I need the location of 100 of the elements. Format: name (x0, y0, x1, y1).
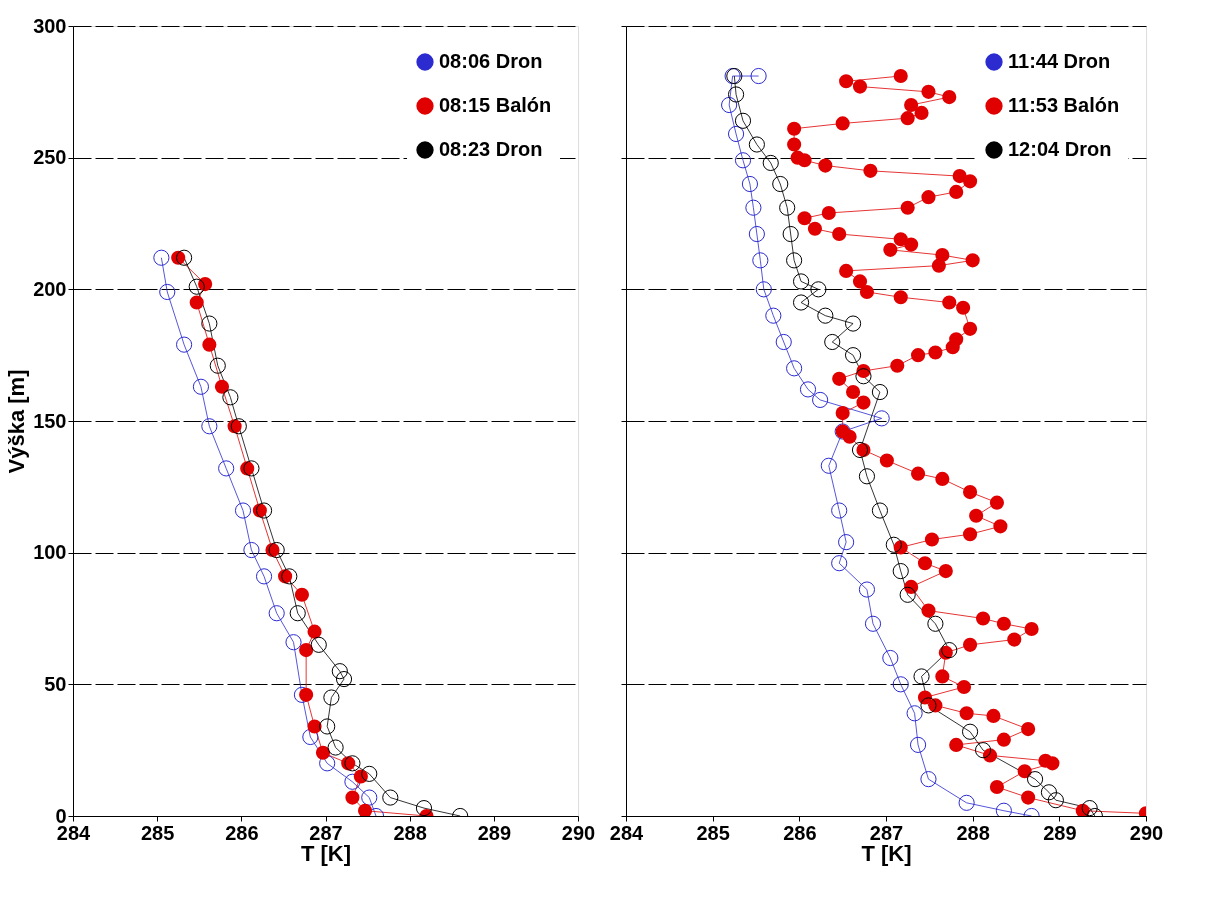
point (961, 723, 979, 740)
point (820, 457, 837, 474)
point (864, 615, 882, 632)
point (792, 273, 810, 290)
point (810, 281, 827, 298)
point (153, 249, 170, 266)
point (871, 383, 889, 401)
y-tick-label: 250 (33, 146, 67, 169)
point (319, 755, 336, 772)
x-tick-label: 285 (140, 821, 175, 844)
point (202, 337, 217, 352)
point (331, 663, 348, 680)
point (752, 252, 769, 269)
point (892, 676, 909, 693)
point (243, 541, 260, 559)
point (335, 671, 353, 688)
legend-label: 11:44 Dron (1008, 50, 1111, 72)
point (858, 468, 876, 485)
point (1040, 784, 1058, 801)
point (927, 615, 944, 632)
point (873, 410, 890, 427)
x-tick-label: 288 (393, 821, 427, 844)
y-axis-title: Výška [m] (4, 369, 30, 474)
point (294, 587, 309, 602)
point (765, 307, 782, 324)
point (721, 96, 738, 114)
point (234, 502, 252, 519)
point (344, 773, 361, 790)
point (741, 175, 759, 193)
point (415, 800, 433, 816)
point (899, 586, 916, 603)
point (892, 563, 909, 580)
point (201, 418, 218, 435)
point (192, 378, 210, 395)
legend-label: 08:15 Balón (439, 94, 552, 116)
point (189, 295, 204, 310)
point (1026, 771, 1044, 788)
point (310, 636, 327, 653)
x-tick-label: 289 (1043, 821, 1077, 844)
point (1081, 800, 1098, 816)
point (786, 252, 803, 269)
legend-label: 08:06 Dron (439, 50, 543, 72)
point (209, 357, 226, 374)
y-tick-label: 150 (33, 409, 67, 432)
point (779, 199, 796, 216)
point (762, 154, 779, 171)
point (188, 278, 205, 295)
point (941, 642, 958, 659)
point (750, 67, 767, 85)
point (214, 379, 230, 394)
y-tick-label: 0 (55, 804, 67, 827)
point (382, 789, 399, 806)
legend-label: 11:53 Balón (1008, 94, 1120, 116)
x-tick-label: 286 (225, 821, 259, 844)
point (974, 742, 992, 759)
point (357, 803, 373, 816)
point (268, 605, 285, 622)
point (995, 802, 1012, 816)
x-tick-label: 290 (561, 821, 596, 844)
x-tick-label: 290 (1129, 821, 1164, 844)
point (315, 745, 331, 760)
point (345, 790, 360, 805)
point (906, 705, 923, 722)
point (844, 315, 862, 332)
point (831, 555, 848, 572)
point (243, 460, 260, 477)
point (824, 333, 841, 351)
point (307, 624, 322, 639)
point (772, 175, 789, 193)
point (361, 789, 378, 806)
point (230, 418, 247, 435)
point (268, 541, 285, 559)
point (302, 728, 319, 746)
point (909, 736, 927, 753)
x-tick-label: 284 (609, 821, 645, 844)
point (920, 771, 937, 788)
point (281, 568, 298, 585)
point (858, 581, 876, 598)
point (176, 336, 193, 353)
point (855, 368, 872, 385)
y-tick-label: 200 (33, 277, 67, 300)
point (344, 755, 361, 772)
y-tick-label: 300 (33, 14, 67, 37)
point (727, 86, 745, 103)
point (255, 568, 273, 585)
point (882, 649, 899, 667)
x-tick-label: 289 (477, 821, 512, 844)
point (319, 718, 336, 735)
point (327, 739, 344, 756)
point (748, 136, 765, 153)
point (299, 643, 314, 658)
point (792, 294, 810, 311)
point (201, 315, 218, 332)
y-tick-label: 100 (33, 541, 67, 564)
point (285, 634, 302, 651)
point (1047, 792, 1064, 809)
point (255, 502, 273, 519)
point (844, 347, 862, 364)
point (745, 199, 762, 216)
point (159, 283, 176, 301)
